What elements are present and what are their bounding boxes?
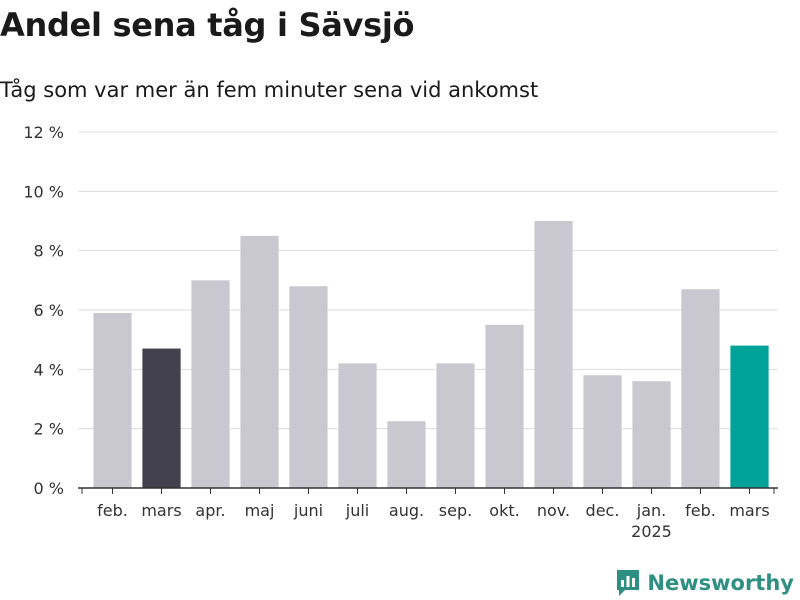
bar bbox=[583, 375, 622, 488]
x-axis bbox=[78, 487, 778, 494]
x-axis-labels: feb. mars apr. maj juni juli aug. sep. okt. nov. d… bbox=[97, 501, 770, 541]
y-tick-label: 0 % bbox=[34, 479, 64, 498]
chart-title: Andel sena tåg i Sävsjö bbox=[0, 6, 415, 44]
y-axis-ticks: 0 % 2 % 4 % 6 % 8 % 10 % 12 % bbox=[23, 123, 64, 498]
y-tick-label: 6 % bbox=[34, 301, 64, 320]
x-tick-label: feb. bbox=[97, 501, 128, 520]
bar bbox=[191, 280, 230, 488]
x-tick-label: feb. bbox=[685, 501, 716, 520]
bar bbox=[436, 363, 475, 488]
bar bbox=[142, 348, 181, 488]
chart-subtitle: Tåg som var mer än fem minuter sena vid … bbox=[0, 78, 539, 102]
x-tick-label: nov. bbox=[537, 501, 570, 520]
bar bbox=[387, 421, 426, 488]
bars bbox=[93, 221, 769, 488]
bar bbox=[93, 312, 132, 488]
bar bbox=[240, 235, 279, 488]
y-tick-label: 10 % bbox=[23, 182, 64, 201]
x-tick-label: mars bbox=[141, 501, 181, 520]
bar bbox=[485, 324, 524, 488]
y-tick-label: 12 % bbox=[23, 123, 64, 142]
x-tick-label: juni bbox=[293, 501, 323, 520]
y-tick-label: 4 % bbox=[34, 360, 64, 379]
bar bbox=[534, 221, 573, 488]
x-tick-label: maj bbox=[245, 501, 275, 520]
y-tick-label: 8 % bbox=[34, 242, 64, 261]
x-tick-label: mars bbox=[729, 501, 769, 520]
y-tick-label: 2 % bbox=[34, 420, 64, 439]
bar bbox=[289, 286, 328, 488]
x-tick-label: aug. bbox=[389, 501, 424, 520]
x-tick-label: okt. bbox=[489, 501, 519, 520]
bar bbox=[338, 363, 377, 488]
x-tick-label: sep. bbox=[439, 501, 472, 520]
grid-lines bbox=[78, 131, 778, 430]
bar bbox=[730, 345, 769, 488]
newsworthy-logo-icon bbox=[617, 570, 640, 596]
x-tick-label: dec. bbox=[586, 501, 620, 520]
x-tick-sublabel: 2025 bbox=[631, 522, 672, 541]
bar bbox=[681, 289, 720, 488]
x-tick-label: juli bbox=[345, 501, 369, 520]
brand-name: Newsworthy bbox=[647, 571, 794, 595]
brand-logo: Newsworthy bbox=[615, 568, 794, 598]
bar bbox=[632, 381, 671, 488]
x-tick-label: apr. bbox=[195, 501, 225, 520]
x-tick-label: jan. bbox=[636, 501, 666, 520]
